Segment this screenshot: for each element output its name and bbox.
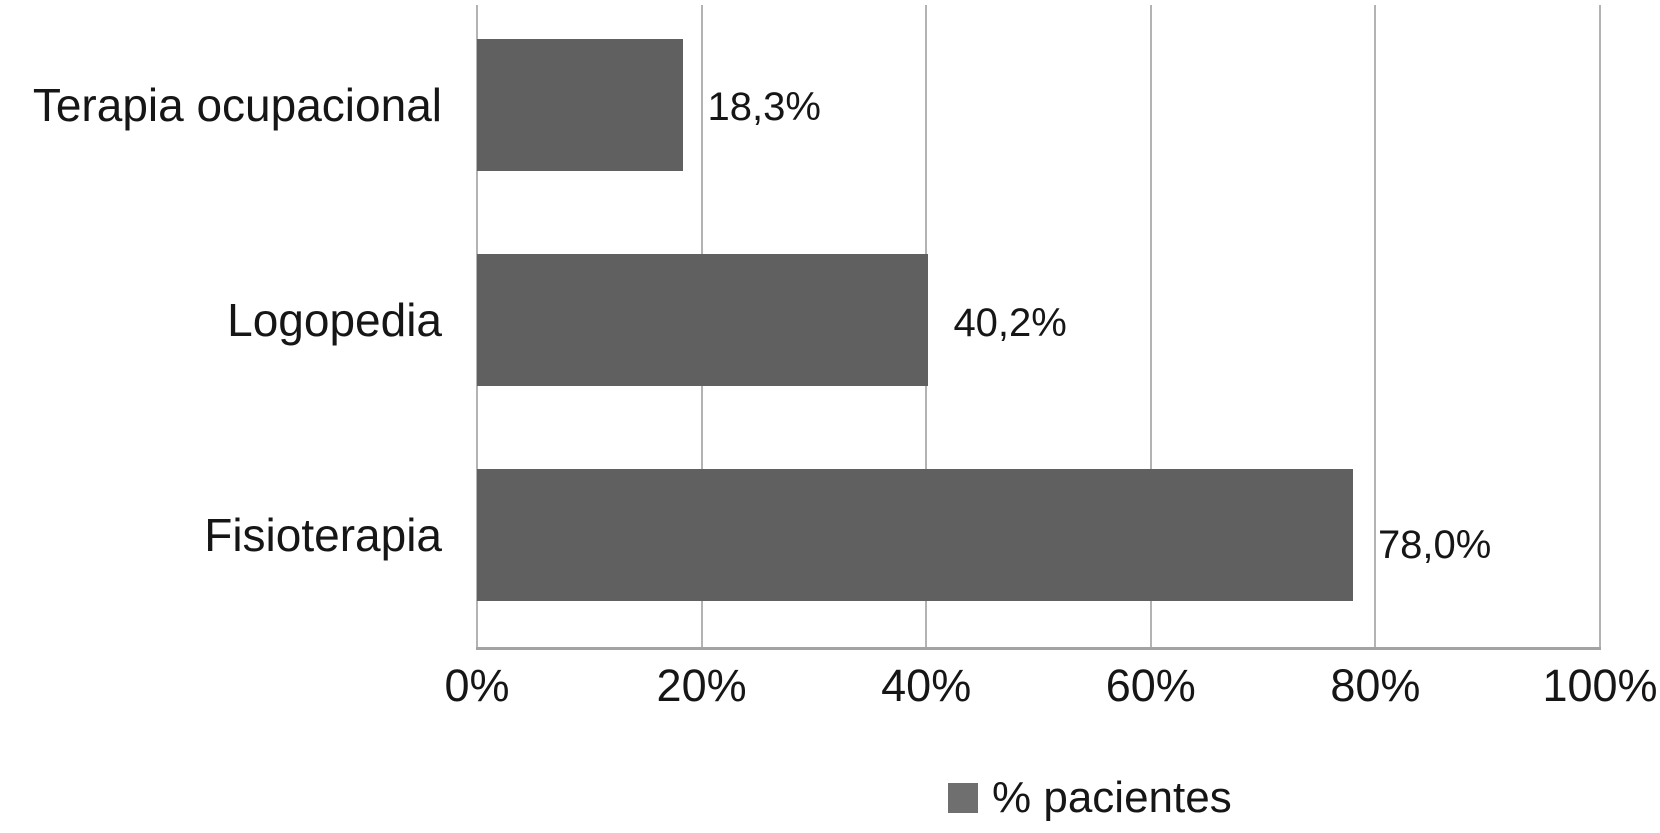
category-label-fisioterapia: Fisioterapia <box>204 509 442 561</box>
category-label-terapia-ocupacional: Terapia ocupacional <box>32 79 442 131</box>
x-axis-tick-label: 40% <box>881 660 972 711</box>
x-axis-tick-label: 100% <box>1542 660 1658 711</box>
gridline <box>1149 5 1152 650</box>
bar-logopedia <box>477 254 929 386</box>
plot-area <box>476 5 1601 650</box>
value-label-logopedia: 40,2% <box>953 301 1067 345</box>
x-axis-tick-label: 60% <box>1105 660 1196 711</box>
legend: % pacientes <box>948 776 1232 820</box>
x-axis-tick-label: 80% <box>1330 660 1421 711</box>
legend-label: % pacientes <box>992 773 1232 822</box>
bar-terapia-ocupacional <box>477 39 683 171</box>
x-axis-line <box>476 647 1601 650</box>
gridline <box>1599 5 1601 650</box>
bar-fisioterapia <box>477 469 1353 601</box>
x-axis-tick-label: 0% <box>444 660 510 711</box>
legend-swatch-icon <box>948 783 978 813</box>
category-label-logopedia: Logopedia <box>227 294 442 346</box>
value-label-terapia-ocupacional: 18,3% <box>707 85 821 129</box>
x-axis-tick-label: 20% <box>656 660 747 711</box>
value-label-fisioterapia: 78,0% <box>1377 523 1492 567</box>
gridline <box>1374 5 1377 650</box>
